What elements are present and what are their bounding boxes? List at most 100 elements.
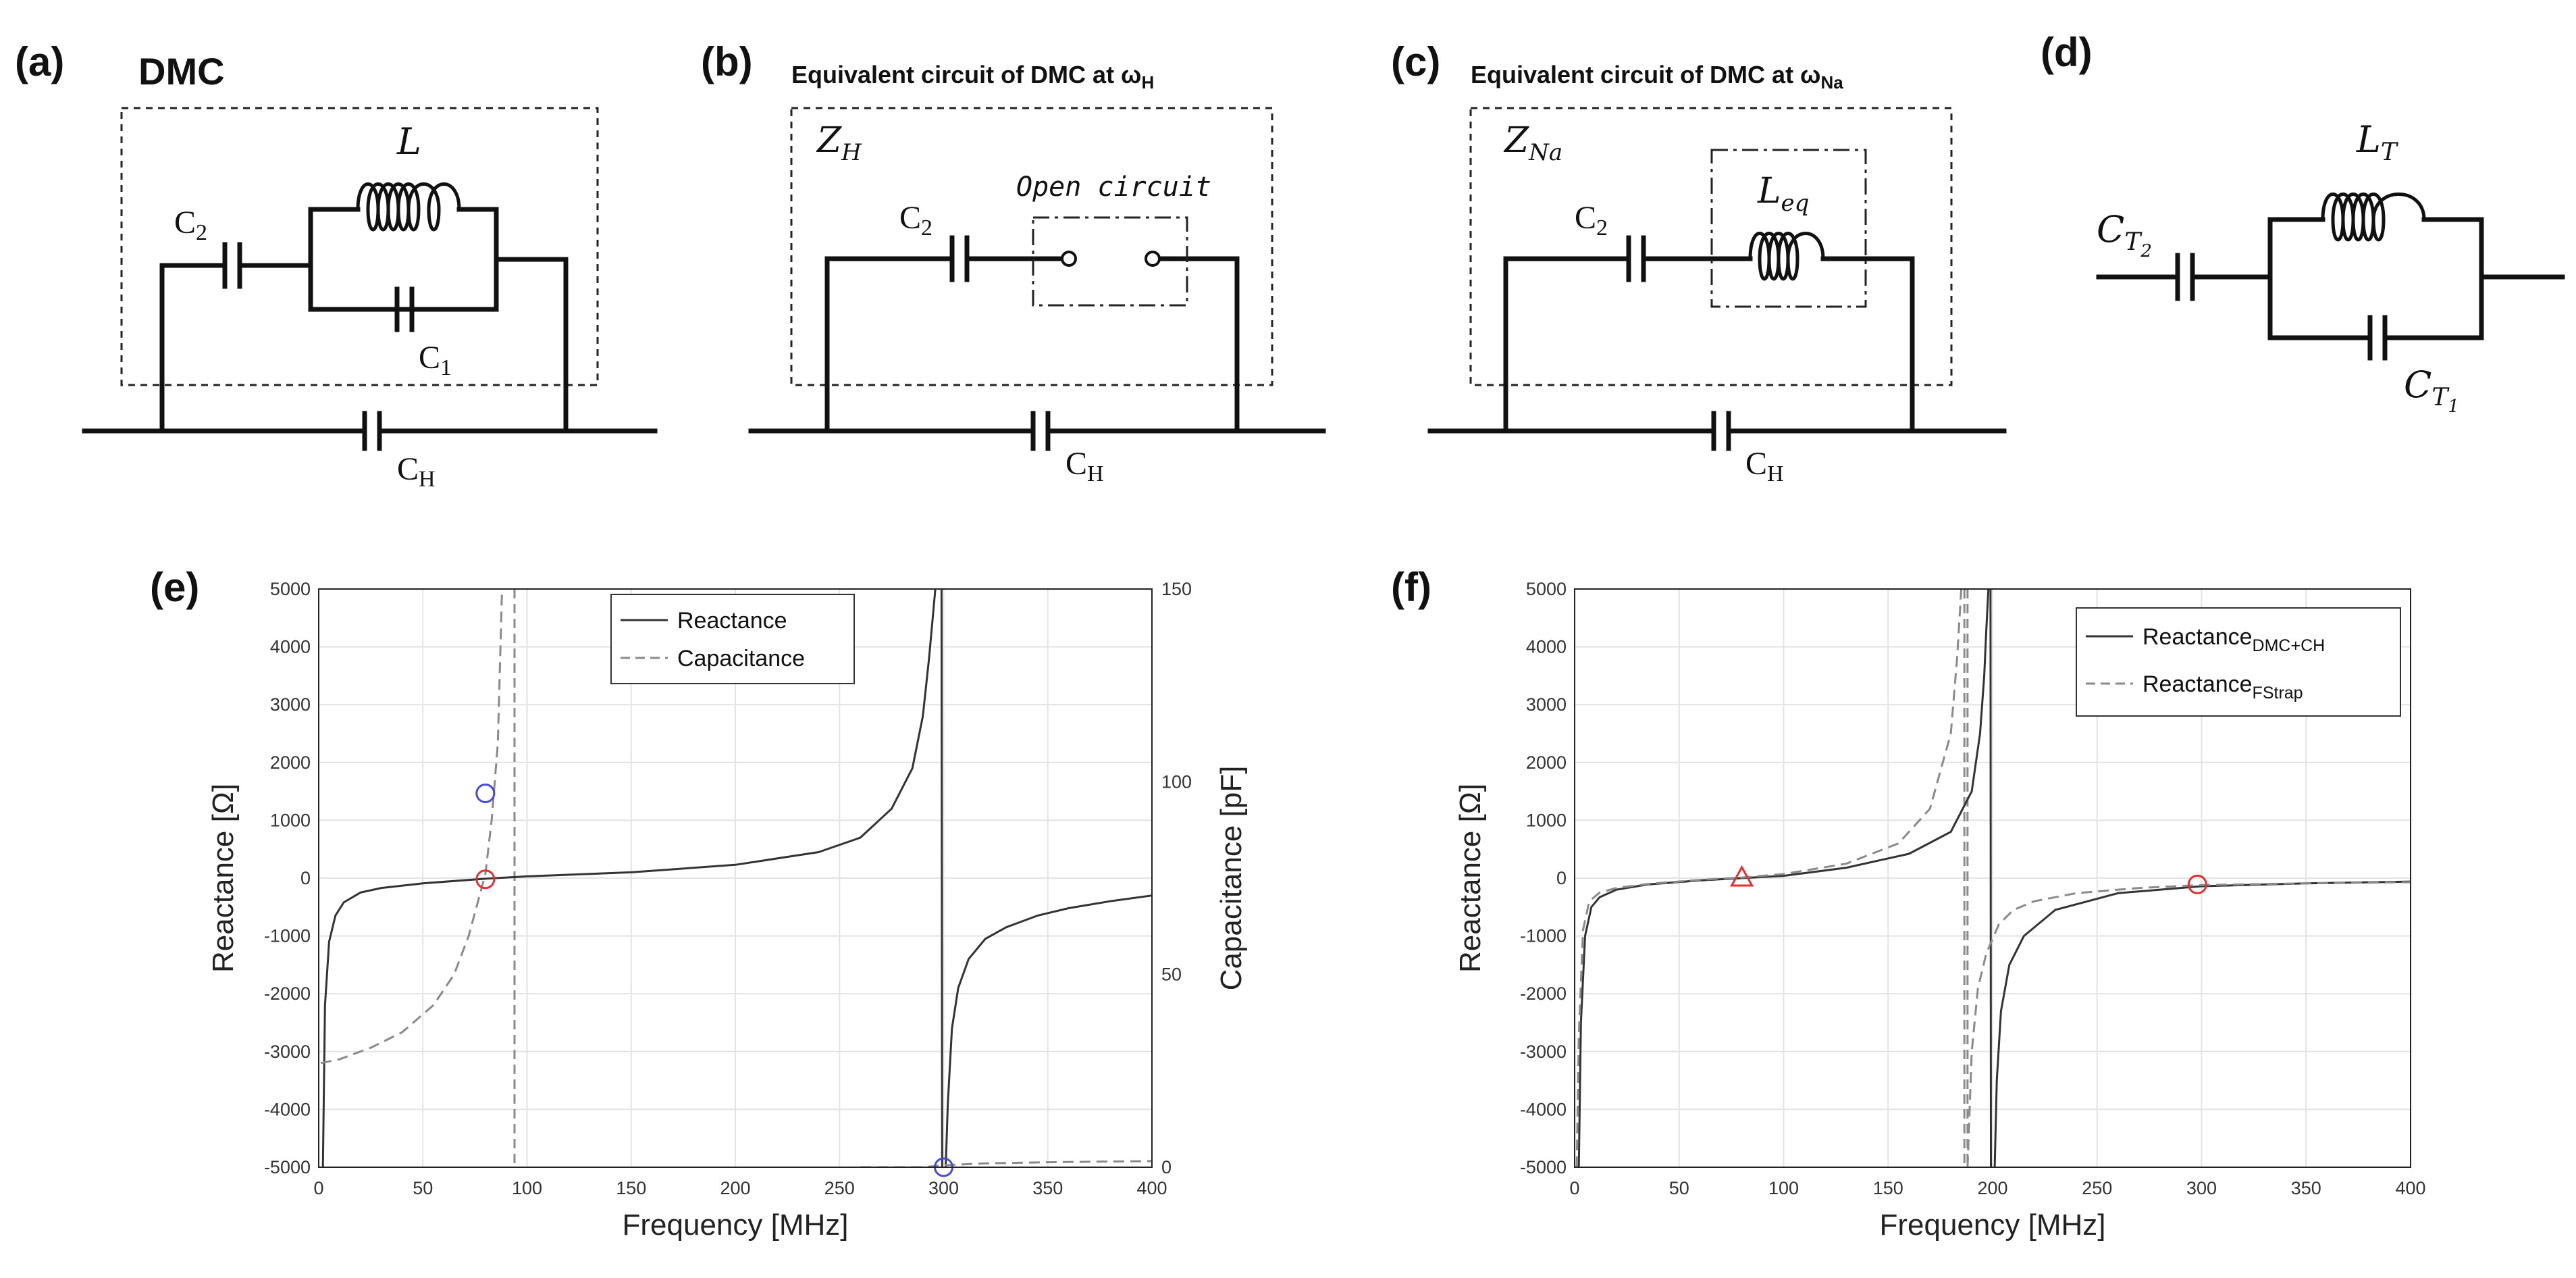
marker-triangle bbox=[1730, 865, 1754, 887]
open-circuit-box bbox=[1032, 216, 1188, 307]
y-tick-label: -3000 bbox=[1520, 1042, 1567, 1062]
label-ch: CH bbox=[1066, 446, 1104, 486]
label-c1: C1 bbox=[419, 340, 452, 380]
y-tick-label: 0 bbox=[300, 868, 311, 888]
panel-a: (a) DMC L C2 C1 CH bbox=[15, 39, 658, 492]
y-tick-label: 5000 bbox=[270, 579, 311, 599]
panel-e: (e) 0 50 100 150 200 250 300 350 400500040003000… bbox=[150, 565, 1248, 1242]
label-c2: C2 bbox=[1575, 200, 1608, 240]
x-tick-label: 200 bbox=[720, 1178, 750, 1198]
zh-boundary-box bbox=[790, 107, 1273, 386]
x-tick-label: 200 bbox=[1977, 1178, 2007, 1198]
x-tick-label: 0 bbox=[1569, 1178, 1579, 1198]
label-ct1: CT1 bbox=[2404, 363, 2459, 417]
y2-tick-label: 50 bbox=[1161, 965, 1182, 985]
series-layer bbox=[1575, 589, 2411, 1167]
x-tick-label: 50 bbox=[413, 1178, 433, 1198]
capacitor-c2-symbol bbox=[949, 235, 970, 282]
x-axis-label: Frequency [MHz] bbox=[1880, 1208, 2106, 1242]
panel-label-b: (b) bbox=[701, 39, 753, 84]
marker-circle bbox=[2187, 874, 2207, 894]
chart-f: 0 50 100 150 200 250 300 350 400 5000 4000 3000 2000… bbox=[1454, 579, 2426, 1242]
legend-entry: ReactanceFStrap bbox=[2143, 671, 2303, 702]
series-line-capacitance bbox=[860, 1160, 1152, 1167]
panel-c: (c) Equivalent circuit of DMC at ωNa ZNa… bbox=[1391, 39, 2007, 486]
x-tick-label: 100 bbox=[1768, 1178, 1799, 1198]
panel-d: (d) LT CT2 CT1 bbox=[2041, 30, 2565, 417]
panel-label-e: (e) bbox=[150, 565, 199, 610]
y-tick-label: -5000 bbox=[1520, 1157, 1567, 1177]
x-tick-label: 0 bbox=[313, 1178, 323, 1198]
y-axis-label: Reactance [Ω] bbox=[1454, 784, 1487, 973]
series-line-reactance bbox=[321, 589, 937, 1167]
legend-entry-text: Reactance bbox=[2143, 671, 2253, 697]
panel-b: (b) Equivalent circuit of DMC at ωH ZH O… bbox=[701, 39, 1326, 486]
capacitor-ct1-symbol bbox=[2367, 315, 2388, 361]
legend-entry-subscript: FStrap bbox=[2253, 684, 2303, 702]
circuit-c-wires bbox=[1503, 256, 1915, 434]
marker-circle bbox=[475, 783, 496, 803]
y-tick-label: -2000 bbox=[1520, 983, 1567, 1004]
y-tick-label: 1000 bbox=[1526, 810, 1567, 830]
label-open-circuit: Open circuit bbox=[1016, 172, 1211, 203]
open-terminal-right bbox=[1145, 251, 1161, 267]
inductor-l-symbol bbox=[356, 182, 461, 232]
legend-entry: Reactance bbox=[677, 608, 787, 634]
y-tick-label: 2000 bbox=[1526, 752, 1567, 773]
y-tick-label: 1000 bbox=[270, 810, 311, 830]
y-tick-label: 4000 bbox=[270, 637, 311, 657]
y-tick-label: -5000 bbox=[264, 1157, 311, 1177]
y2-axis-label: Capacitance [pF] bbox=[1215, 766, 1248, 991]
series-layer bbox=[320, 589, 1152, 1167]
chart-e: 0 50 100 150 200 250 300 350 4005000400030002000… bbox=[207, 579, 1248, 1242]
zna-boundary-box bbox=[1469, 107, 1953, 386]
panel-label-c: (c) bbox=[1391, 39, 1440, 84]
circuit-b-wires bbox=[824, 256, 1240, 434]
x-tick-label: 100 bbox=[512, 1178, 542, 1198]
x-tick-label: 350 bbox=[1032, 1178, 1063, 1198]
x-tick-label: 50 bbox=[1669, 1178, 1689, 1198]
dmc-boundary-box bbox=[120, 107, 599, 386]
series-line-reactance bbox=[940, 589, 943, 1167]
x-tick-label: 300 bbox=[928, 1178, 959, 1198]
label-c2: C2 bbox=[899, 200, 932, 240]
x-tick-label: 400 bbox=[2395, 1178, 2425, 1198]
y-tick-label: -1000 bbox=[264, 926, 311, 946]
series-line-reactance-fstrap bbox=[1966, 881, 2411, 1167]
leq-box bbox=[1710, 149, 1867, 308]
y2-tick-label: 100 bbox=[1161, 771, 1192, 792]
y-axis-label: Reactance [Ω] bbox=[207, 784, 240, 973]
marker-circle bbox=[475, 869, 496, 890]
y-tick-label: -1000 bbox=[1520, 926, 1567, 946]
circuit-b-title: Equivalent circuit of DMC at ωH bbox=[791, 61, 1154, 93]
capacitor-c2-symbol bbox=[222, 242, 242, 289]
y-tick-label: 5000 bbox=[1526, 579, 1567, 599]
capacitor-ch-symbol bbox=[362, 411, 382, 451]
panel-label-f: (f) bbox=[1391, 565, 1431, 610]
circuit-d-wires bbox=[2096, 217, 2565, 340]
label-ch: CH bbox=[397, 451, 436, 492]
series-line-reactance-dmc-ch bbox=[1577, 589, 1990, 1167]
label-ct2: CT2 bbox=[2097, 208, 2152, 261]
y-tick-label: 3000 bbox=[270, 694, 311, 715]
legend-entry: ReactanceDMC+CH bbox=[2143, 624, 2325, 655]
legend-entry-subscript: DMC+CH bbox=[2253, 636, 2325, 655]
x-tick-label: 150 bbox=[616, 1178, 646, 1198]
capacitor-ch-symbol bbox=[1711, 411, 1731, 451]
y2-tick-label: 0 bbox=[1161, 1157, 1172, 1177]
x-tick-label: 350 bbox=[2291, 1178, 2321, 1198]
inductor-lt-symbol bbox=[2321, 193, 2426, 242]
circuit-a-title: DMC bbox=[138, 50, 225, 93]
legend-entry-text: Capacitance bbox=[677, 646, 805, 671]
panel-f: (f) 0 50 100 150 200 250 300 350 400 5000 4000 3000… bbox=[1391, 565, 2426, 1242]
y-tick-label: -4000 bbox=[264, 1099, 311, 1119]
x-tick-label: 300 bbox=[2186, 1178, 2217, 1198]
x-tick-label: 250 bbox=[824, 1178, 855, 1198]
x-tick-label: 250 bbox=[2082, 1178, 2112, 1198]
plot-frame bbox=[1574, 588, 2411, 1168]
x-tick-label: 150 bbox=[1873, 1178, 1903, 1198]
y-tick-label: 3000 bbox=[1526, 694, 1567, 715]
label-lt: LT bbox=[2356, 118, 2399, 166]
capacitor-c2-symbol bbox=[1626, 235, 1646, 282]
legend-entry-text: Reactance bbox=[677, 608, 787, 634]
